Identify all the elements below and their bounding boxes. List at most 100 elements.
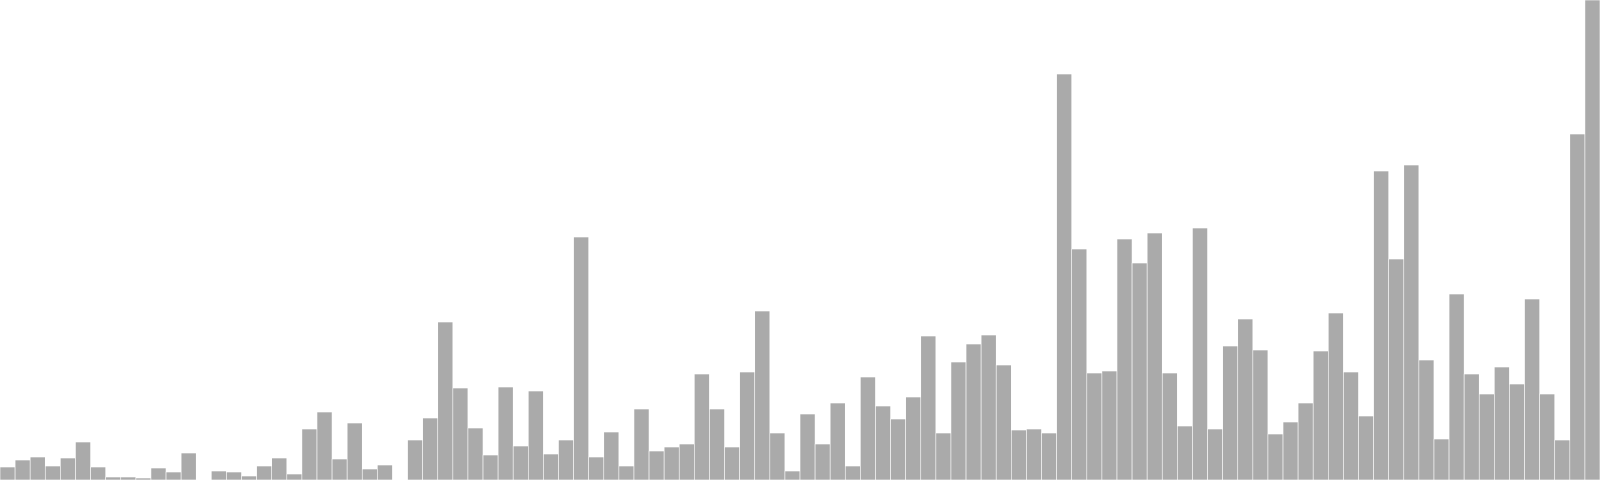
bar-1 <box>14 459 31 480</box>
bar-67 <box>1011 429 1027 480</box>
bar-63 <box>950 361 967 480</box>
bar-41 <box>618 465 635 480</box>
bar-3 <box>44 465 61 480</box>
bar-70 <box>1056 73 1072 480</box>
bar-39 <box>588 456 605 480</box>
bar-19 <box>286 473 303 480</box>
bar-65 <box>980 334 997 480</box>
bar-27 <box>407 439 423 480</box>
bar-2 <box>29 456 46 480</box>
bar-48 <box>724 446 740 480</box>
bar-34 <box>512 445 529 480</box>
bar-99 <box>1494 366 1510 480</box>
bar-72 <box>1086 372 1103 480</box>
bar-21 <box>316 411 333 480</box>
bar-66 <box>995 364 1012 480</box>
bar-22 <box>331 458 348 480</box>
bar-96 <box>1448 293 1465 480</box>
bar-75 <box>1131 262 1148 480</box>
bar-73 <box>1101 370 1118 480</box>
bar-92 <box>1388 258 1405 480</box>
bar-46 <box>694 373 710 480</box>
bar-43 <box>648 450 665 480</box>
bar-60 <box>905 396 922 480</box>
bar-88 <box>1328 312 1344 480</box>
bar-17 <box>256 465 272 480</box>
bar-11 <box>165 471 182 480</box>
bar-42 <box>633 408 650 480</box>
bar-51 <box>769 432 786 480</box>
bar-89 <box>1343 371 1359 480</box>
bar-103 <box>1554 439 1571 480</box>
bar-24 <box>361 468 378 480</box>
bar-50 <box>754 310 771 480</box>
bar-45 <box>678 443 695 480</box>
bar-77 <box>1161 372 1178 480</box>
bar-101 <box>1524 298 1540 480</box>
bar-32 <box>482 454 499 480</box>
bar-102 <box>1539 393 1556 480</box>
bar-53 <box>799 413 816 480</box>
bar-76 <box>1146 232 1163 480</box>
bar-37 <box>558 439 574 480</box>
bar-55 <box>829 402 846 480</box>
bar-31 <box>467 427 484 480</box>
bar-5 <box>75 441 91 480</box>
bar-86 <box>1297 402 1314 480</box>
bar-85 <box>1282 421 1299 480</box>
bar-47 <box>709 408 725 480</box>
bar-49 <box>739 371 756 480</box>
bar-54 <box>814 443 831 480</box>
bar-80 <box>1207 428 1223 480</box>
bar-100 <box>1509 383 1525 480</box>
bar-12 <box>180 452 197 480</box>
bar-15 <box>226 471 242 480</box>
bar-16 <box>241 475 257 480</box>
bar-93 <box>1403 164 1420 480</box>
bar-98 <box>1478 393 1495 480</box>
bar-14 <box>211 470 227 480</box>
bar-104 <box>1569 133 1586 480</box>
bar-68 <box>1026 428 1042 480</box>
bar-95 <box>1433 438 1450 480</box>
bar-59 <box>890 418 906 480</box>
bar-35 <box>527 390 544 480</box>
bar-33 <box>497 386 514 480</box>
bar-20 <box>301 428 318 480</box>
bar-105 <box>1584 0 1600 480</box>
bar-64 <box>965 343 982 480</box>
bar-56 <box>844 465 861 480</box>
bar-84 <box>1267 433 1284 480</box>
bar-79 <box>1192 227 1208 480</box>
bar-52 <box>784 470 801 480</box>
bar-6 <box>90 466 106 480</box>
bar-69 <box>1041 432 1057 480</box>
bar-74 <box>1116 238 1133 480</box>
bar-25 <box>377 464 393 480</box>
bar-44 <box>663 446 680 480</box>
bar-91 <box>1373 170 1389 480</box>
bar-94 <box>1418 359 1435 480</box>
bar-18 <box>271 457 288 480</box>
bar-40 <box>603 431 620 480</box>
bar-97 <box>1463 373 1480 480</box>
bar-78 <box>1177 425 1193 480</box>
bar-83 <box>1252 349 1269 480</box>
bar-61 <box>920 335 937 480</box>
bar-58 <box>875 405 891 480</box>
bar-90 <box>1358 415 1374 480</box>
bar-71 <box>1071 248 1088 480</box>
bar-10 <box>150 467 167 480</box>
bar-28 <box>422 417 439 480</box>
bar-30 <box>452 387 469 480</box>
bar-4 <box>60 457 76 480</box>
bar-23 <box>346 422 363 480</box>
bar-36 <box>543 453 559 480</box>
bar-0 <box>0 466 16 480</box>
bar-87 <box>1312 350 1329 480</box>
bar-57 <box>860 376 876 480</box>
bar-29 <box>437 321 454 480</box>
bar-81 <box>1222 345 1239 480</box>
